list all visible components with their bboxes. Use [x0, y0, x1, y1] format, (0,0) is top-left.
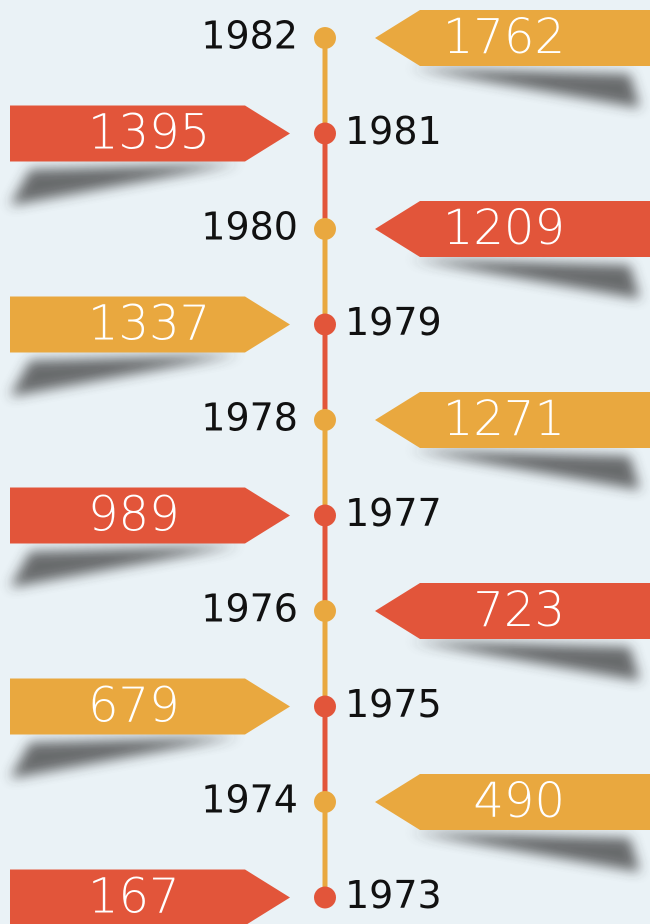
banner-shadow [10, 545, 240, 588]
year-label: 1974 [201, 778, 298, 822]
value-label: 1271 [443, 391, 565, 447]
banner-shadow [410, 641, 640, 681]
timeline-marker [314, 409, 336, 431]
value-label: 1209 [443, 200, 565, 256]
value-label: 679 [88, 678, 180, 734]
timeline-marker [314, 504, 336, 527]
timeline-marker [314, 600, 336, 622]
year-label: 1977 [345, 491, 442, 535]
year-label: 1980 [201, 205, 298, 249]
year-label: 1981 [345, 109, 442, 153]
year-label: 1973 [345, 873, 442, 917]
year-label: 1978 [201, 396, 298, 440]
banner-shadow [10, 354, 240, 397]
banner [10, 678, 290, 735]
timeline-marker [314, 27, 336, 49]
timeline-marker [314, 695, 336, 718]
timeline-marker [314, 313, 336, 336]
banner-shadow [410, 832, 640, 872]
banner [10, 105, 290, 162]
value-label: 1395 [88, 105, 210, 161]
banner-shadow [10, 736, 240, 779]
timeline-marker [314, 122, 336, 145]
year-label: 1979 [345, 300, 442, 344]
banner [10, 487, 290, 544]
banner [375, 774, 650, 830]
value-label: 490 [473, 773, 565, 829]
value-label: 167 [88, 869, 180, 924]
year-label: 1976 [201, 587, 298, 631]
banner-shadow [410, 450, 640, 490]
banner-shadow [410, 259, 640, 299]
year-label: 1975 [345, 682, 442, 726]
value-label: 1762 [443, 9, 565, 65]
timeline-marker [314, 886, 336, 909]
banner [375, 583, 650, 639]
year-label: 1982 [201, 14, 298, 58]
banner [10, 296, 290, 353]
timeline-marker [314, 218, 336, 240]
timeline-marker [314, 791, 336, 813]
value-label: 989 [88, 487, 180, 543]
banner [375, 392, 650, 448]
banner-shadow [10, 163, 240, 206]
banner-shadow [410, 68, 640, 108]
banner [375, 201, 650, 257]
banner [10, 869, 290, 924]
value-label: 723 [473, 582, 565, 638]
value-label: 1337 [88, 296, 210, 352]
banner [375, 10, 650, 66]
